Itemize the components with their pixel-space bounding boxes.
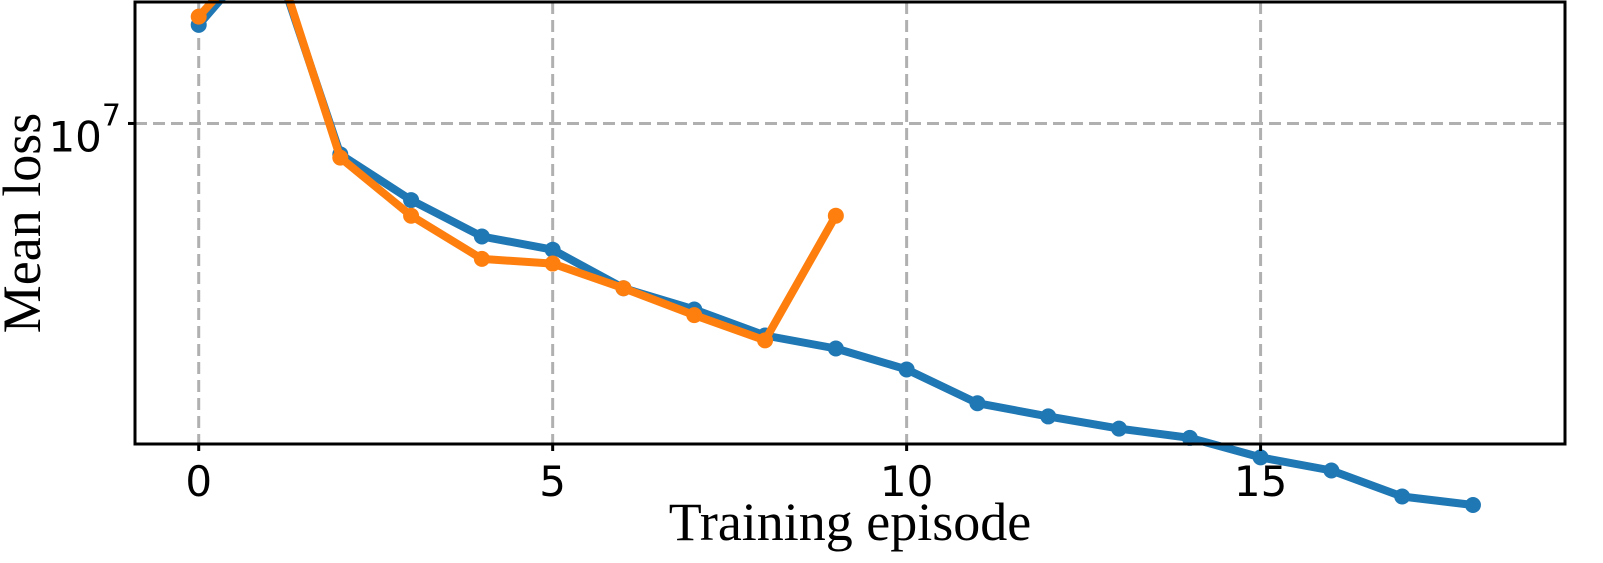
x-tick-label: 15 <box>1234 457 1287 506</box>
data-point <box>1252 449 1269 466</box>
data-point <box>615 280 632 297</box>
x-tick-label: 0 <box>185 457 212 506</box>
data-point <box>1464 497 1481 514</box>
data-point <box>473 228 490 245</box>
data-point <box>190 8 207 25</box>
data-point <box>473 250 490 267</box>
data-point <box>969 395 986 412</box>
grid <box>135 2 1565 444</box>
series-1 <box>190 0 1481 514</box>
series-layer <box>190 0 1481 514</box>
series-line <box>194 0 1477 509</box>
data-point <box>1040 408 1057 425</box>
x-axis-label: Training episode <box>669 492 1032 552</box>
data-point <box>898 361 915 378</box>
data-point <box>1323 462 1340 479</box>
data-point <box>544 241 561 258</box>
data-point <box>686 307 703 324</box>
data-point <box>1394 488 1411 505</box>
series-2 <box>190 0 844 349</box>
data-point <box>544 255 561 272</box>
plot-frame <box>133 0 1567 446</box>
series-line <box>194 0 840 345</box>
x-tick-label: 10 <box>880 457 933 506</box>
data-point <box>827 207 844 224</box>
data-point <box>827 340 844 357</box>
data-point <box>403 192 420 209</box>
y-axis-label: Mean loss <box>0 113 52 333</box>
data-point <box>1111 420 1128 437</box>
y-tick-label: 107 <box>48 98 121 161</box>
x-tick-label: 5 <box>539 457 566 506</box>
data-point <box>1181 429 1198 446</box>
data-point <box>757 332 774 349</box>
data-point <box>403 207 420 224</box>
data-point <box>332 149 349 166</box>
